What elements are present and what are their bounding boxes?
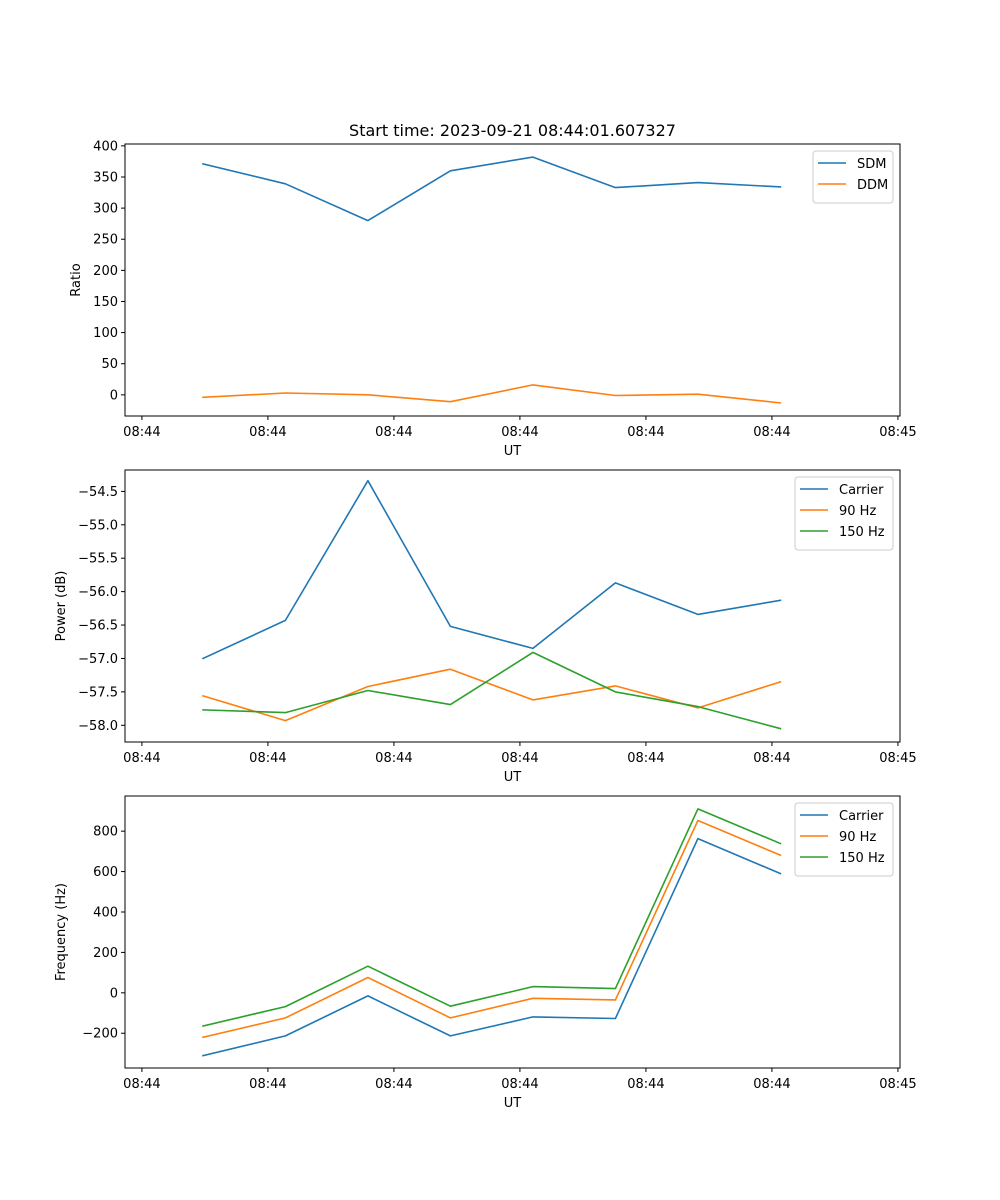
y-tick-label: 150	[93, 295, 118, 310]
legend-entry: 150 Hz	[839, 525, 885, 540]
x-tick-label: 08:44	[753, 751, 790, 766]
y-tick-label: 300	[93, 202, 118, 217]
y-tick-label: 50	[101, 357, 118, 372]
legend-entry: Carrier	[839, 483, 884, 498]
y-tick-label: 100	[93, 326, 118, 341]
y-tick-label: 600	[93, 865, 118, 880]
y-tick-label: 200	[93, 264, 118, 279]
power-series-carrier	[201, 479, 782, 660]
frequency-axes-frame	[124, 795, 901, 1069]
x-tick-label: 08:44	[501, 425, 538, 440]
legend-box	[812, 150, 894, 204]
y-tick-label: 800	[93, 825, 118, 840]
power-axes-frame	[124, 469, 901, 743]
x-tick-label: 08:44	[627, 425, 664, 440]
x-tick-label: 08:44	[375, 1077, 412, 1092]
y-tick-label: −57.5	[78, 685, 118, 700]
power-series-150-hz	[202, 651, 782, 730]
y-tick-label: 0	[110, 986, 118, 1001]
x-tick-label: 08:44	[249, 1077, 286, 1092]
y-tick-label: −200	[82, 1027, 118, 1042]
x-tick-label: 08:44	[123, 751, 160, 766]
power-y-axis-label: Power (dB)	[54, 571, 69, 642]
y-tick-label: −55.5	[78, 552, 118, 567]
x-tick-label: 08:44	[375, 425, 412, 440]
y-tick-label: 0	[110, 388, 118, 403]
ratio-y-axis-label: Ratio	[69, 263, 84, 296]
frequency-legend: Carrier 90 Hz 150 Hz	[794, 802, 894, 877]
ratio-legend: SDM DDM	[812, 150, 894, 204]
legend-entry: DDM	[857, 178, 888, 193]
x-tick-label: 08:44	[249, 751, 286, 766]
x-tick-label: 08:44	[753, 1077, 790, 1092]
legend-entry: 150 Hz	[839, 851, 885, 866]
power-x-axis-label: UT	[504, 770, 522, 785]
x-tick-label: 08:44	[123, 425, 160, 440]
y-tick-label: −57.0	[78, 652, 118, 667]
x-tick-label: 08:44	[501, 1077, 538, 1092]
power-chart: 08:44 08:44 08:44 08:44 08:44 08:44 08:45 −58.0…	[54, 469, 917, 785]
x-tick-label: 08:44	[123, 1077, 160, 1092]
y-tick-label: −58.0	[78, 719, 118, 734]
y-tick-label: 350	[93, 170, 118, 185]
y-tick-label: 400	[93, 905, 118, 920]
ratio-series-ddm	[202, 384, 782, 404]
ratio-axes-frame	[124, 143, 901, 417]
y-tick-label: 400	[93, 139, 118, 154]
x-tick-label: 08:44	[375, 751, 412, 766]
y-tick-label: −56.0	[78, 585, 118, 600]
y-tick-label: −56.5	[78, 619, 118, 634]
x-tick-label: 08:44	[501, 751, 538, 766]
x-tick-label: 08:45	[879, 425, 916, 440]
y-tick-label: 200	[93, 946, 118, 961]
y-tick-label: 250	[93, 233, 118, 248]
frequency-series-carrier	[202, 837, 782, 1057]
x-tick-label: 08:45	[879, 1077, 916, 1092]
x-tick-label: 08:44	[627, 751, 664, 766]
frequency-series-90-hz	[202, 819, 782, 1039]
legend-entry: 90 Hz	[839, 830, 876, 845]
x-tick-label: 08:45	[879, 751, 916, 766]
legend-entry: 90 Hz	[839, 504, 876, 519]
legend-entry: Carrier	[839, 809, 884, 824]
x-tick-label: 08:44	[249, 425, 286, 440]
x-tick-label: 08:44	[753, 425, 790, 440]
y-tick-label: −55.0	[78, 518, 118, 533]
x-tick-label: 08:44	[627, 1077, 664, 1092]
power-legend: Carrier 90 Hz 150 Hz	[794, 476, 894, 551]
frequency-y-axis-label: Frequency (Hz)	[54, 883, 69, 981]
ratio-series-sdm	[202, 156, 782, 222]
legend-entry: SDM	[857, 157, 886, 172]
ratio-x-axis-label: UT	[504, 444, 522, 459]
ratio-chart: 08:44 08:44 08:44 08:44 08:44 08:44 08:45 0 50 10…	[69, 139, 917, 459]
frequency-series-150-hz	[202, 808, 782, 1027]
y-tick-label: −54.5	[78, 485, 118, 500]
frequency-x-axis-label: UT	[504, 1096, 522, 1111]
frequency-chart: 08:44 08:44 08:44 08:44 08:44 08:44 08:45 −200 0…	[54, 795, 917, 1111]
figure-title: Start time: 2023-09-21 08:44:01.607327	[349, 121, 676, 140]
